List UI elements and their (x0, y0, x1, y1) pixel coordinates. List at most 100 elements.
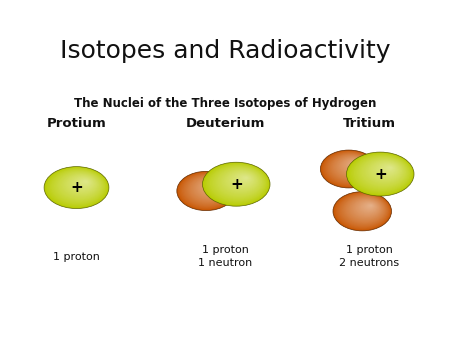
Ellipse shape (198, 179, 224, 196)
Ellipse shape (83, 180, 88, 183)
Ellipse shape (336, 156, 369, 177)
Ellipse shape (211, 184, 217, 188)
Ellipse shape (323, 151, 376, 186)
Ellipse shape (364, 158, 405, 185)
Ellipse shape (207, 164, 268, 203)
Ellipse shape (346, 159, 363, 171)
Ellipse shape (364, 203, 374, 210)
Ellipse shape (226, 170, 257, 191)
Ellipse shape (327, 152, 374, 184)
Ellipse shape (233, 173, 253, 186)
Ellipse shape (378, 163, 397, 175)
Ellipse shape (389, 167, 391, 168)
Ellipse shape (64, 173, 98, 196)
Ellipse shape (339, 194, 388, 226)
Ellipse shape (369, 204, 373, 207)
Ellipse shape (221, 169, 260, 194)
Ellipse shape (333, 192, 392, 231)
Ellipse shape (85, 181, 87, 182)
Ellipse shape (380, 164, 396, 174)
Ellipse shape (65, 174, 98, 195)
Ellipse shape (81, 179, 89, 185)
Ellipse shape (371, 161, 400, 180)
Ellipse shape (354, 162, 359, 166)
Text: Deuterium: Deuterium (185, 117, 265, 130)
Ellipse shape (370, 205, 372, 206)
Text: +: + (70, 180, 83, 195)
Text: Tritium: Tritium (342, 117, 396, 130)
Ellipse shape (187, 175, 230, 204)
Ellipse shape (82, 180, 89, 184)
Ellipse shape (322, 150, 377, 187)
Ellipse shape (382, 164, 395, 173)
Ellipse shape (352, 154, 411, 192)
Ellipse shape (242, 176, 249, 180)
Ellipse shape (356, 155, 410, 190)
Ellipse shape (184, 174, 231, 206)
Ellipse shape (354, 155, 410, 191)
Ellipse shape (365, 159, 404, 184)
Ellipse shape (358, 156, 408, 188)
Ellipse shape (334, 192, 391, 230)
Ellipse shape (352, 162, 360, 167)
Ellipse shape (58, 171, 101, 199)
Ellipse shape (366, 203, 374, 209)
Ellipse shape (351, 161, 360, 167)
Ellipse shape (220, 168, 261, 195)
Ellipse shape (68, 175, 96, 193)
Ellipse shape (186, 174, 230, 204)
Ellipse shape (361, 157, 406, 187)
Ellipse shape (377, 163, 397, 176)
Ellipse shape (324, 151, 375, 186)
Ellipse shape (78, 178, 91, 187)
Ellipse shape (180, 173, 233, 208)
Ellipse shape (240, 175, 249, 182)
Ellipse shape (338, 156, 368, 176)
Ellipse shape (217, 167, 262, 197)
Ellipse shape (357, 156, 409, 189)
Ellipse shape (342, 195, 387, 225)
Ellipse shape (204, 163, 269, 205)
Ellipse shape (182, 173, 233, 207)
Ellipse shape (189, 176, 229, 202)
Ellipse shape (356, 163, 358, 164)
Ellipse shape (238, 174, 251, 183)
Ellipse shape (320, 150, 377, 188)
Ellipse shape (229, 171, 256, 189)
Ellipse shape (202, 180, 222, 194)
Ellipse shape (203, 181, 221, 193)
Ellipse shape (383, 165, 394, 172)
Ellipse shape (329, 153, 373, 182)
Ellipse shape (345, 159, 364, 171)
Ellipse shape (223, 169, 259, 193)
Ellipse shape (367, 159, 403, 183)
Ellipse shape (57, 171, 102, 200)
Ellipse shape (194, 178, 226, 199)
Ellipse shape (363, 158, 405, 186)
Ellipse shape (205, 163, 268, 204)
Ellipse shape (50, 169, 106, 205)
Ellipse shape (335, 155, 369, 178)
Ellipse shape (208, 183, 218, 189)
Text: +: + (374, 167, 387, 182)
Ellipse shape (63, 173, 99, 197)
Ellipse shape (351, 198, 382, 219)
Ellipse shape (206, 182, 220, 191)
Ellipse shape (55, 171, 103, 201)
Ellipse shape (347, 197, 384, 221)
Ellipse shape (75, 177, 92, 189)
Ellipse shape (339, 157, 367, 176)
Ellipse shape (45, 167, 108, 208)
Ellipse shape (346, 196, 385, 222)
Ellipse shape (236, 174, 252, 184)
Ellipse shape (358, 201, 378, 214)
Ellipse shape (386, 166, 393, 170)
Ellipse shape (350, 198, 382, 220)
Ellipse shape (216, 167, 263, 198)
Ellipse shape (191, 176, 228, 201)
Ellipse shape (239, 175, 250, 183)
Ellipse shape (212, 165, 265, 200)
Ellipse shape (341, 194, 387, 226)
Ellipse shape (332, 154, 371, 180)
Ellipse shape (230, 172, 255, 188)
